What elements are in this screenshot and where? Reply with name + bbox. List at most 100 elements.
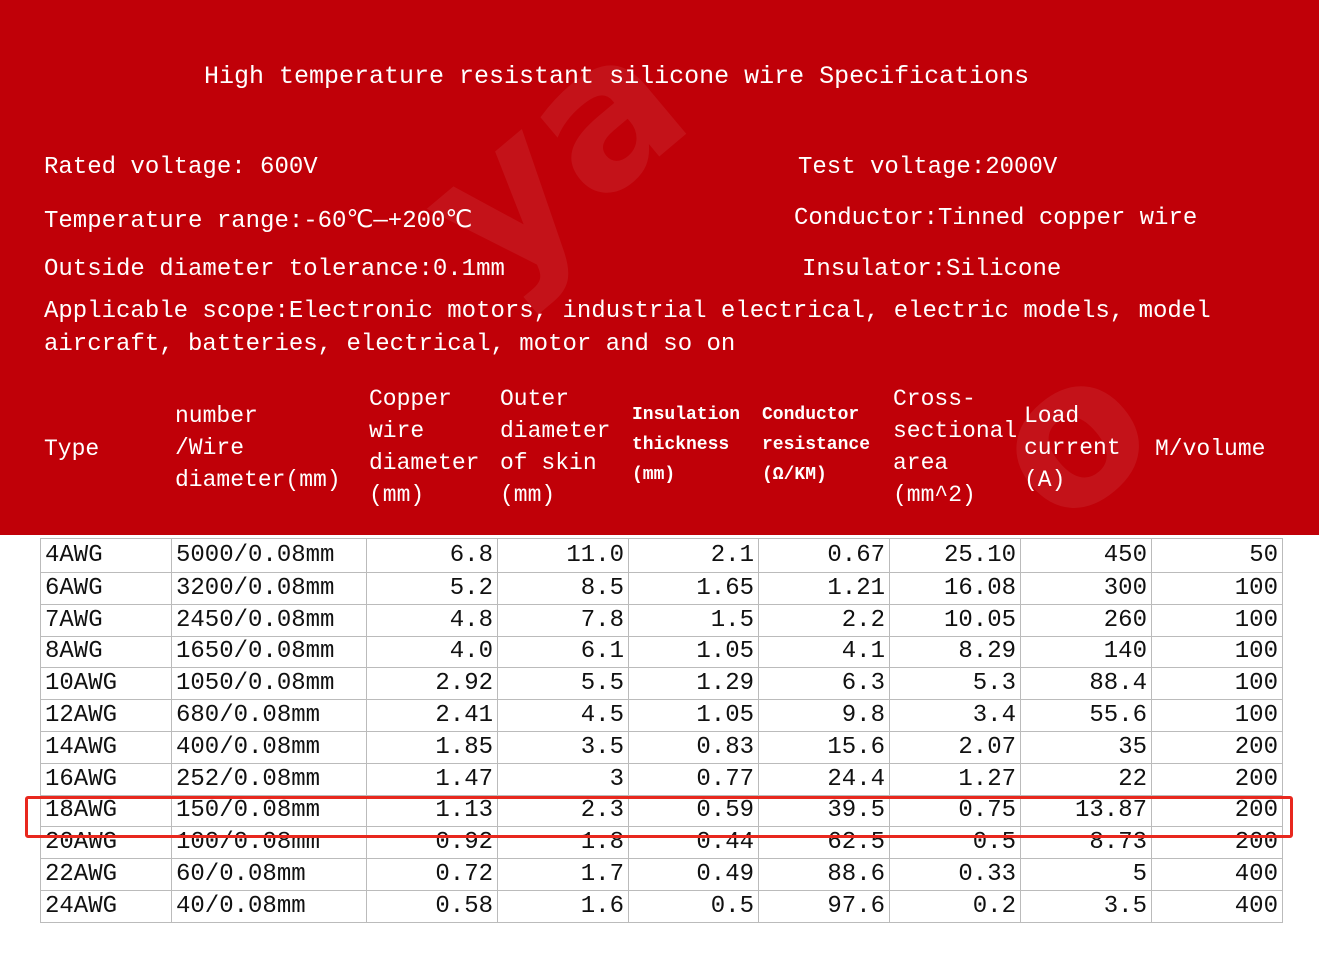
column-header: Copper wire diameter (mm) <box>369 383 479 511</box>
column-header-line: (Ω/KM) <box>762 465 827 485</box>
table-cell: 6AWG <box>40 572 172 605</box>
table-cell: 8.5 <box>497 572 629 605</box>
table-cell: 1.27 <box>889 762 1021 796</box>
table-cell: 25.10 <box>889 538 1021 573</box>
table-cell: 3.5 <box>1020 889 1152 923</box>
table-cell: 200 <box>1151 826 1283 860</box>
table-cell: 450 <box>1020 538 1152 573</box>
table-cell: 13.87 <box>1020 794 1152 828</box>
table-cell: 5000/0.08mm <box>171 538 367 573</box>
rated-voltage: Rated voltage: 600V <box>44 154 318 181</box>
column-header-line: Insulation <box>632 405 741 425</box>
column-header: M/volume <box>1155 433 1265 465</box>
table-cell: 0.72 <box>366 858 498 891</box>
table-cell: 2.1 <box>628 538 759 573</box>
table-cell: 5 <box>1020 858 1152 891</box>
table-cell: 22AWG <box>40 858 172 891</box>
table-row: 20AWG 100/0.08mm 0.92 1.8 0.44 62.5 0.5 8.73 200 <box>40 826 1283 860</box>
table-cell: 6.8 <box>366 538 498 573</box>
table-cell: 1.47 <box>366 762 498 796</box>
table-cell: 6.3 <box>758 667 890 701</box>
column-header: Insulation thickness (mm) <box>632 400 740 490</box>
spec-table: 4AWG 5000/0.08mm 6.8 11.0 2.1 0.67 25.10 450 50 6… <box>40 538 1283 923</box>
column-header-line: M/volume <box>1155 436 1266 462</box>
column-header-line: area <box>893 450 949 476</box>
column-header-line: Cross- <box>893 386 976 412</box>
column-header-line: diameter(mm) <box>175 467 341 493</box>
conductor: Conductor:Tinned copper wire <box>794 205 1198 232</box>
table-cell: 97.6 <box>758 889 890 923</box>
column-header-line: (mm^2) <box>893 482 976 508</box>
table-cell: 1.7 <box>497 858 629 891</box>
table-cell: 62.5 <box>758 826 890 860</box>
table-cell: 88.4 <box>1020 667 1152 701</box>
table-cell: 5.3 <box>889 667 1021 701</box>
table-cell: 2.92 <box>366 667 498 701</box>
table-cell: 11.0 <box>497 538 629 573</box>
table-cell: 35 <box>1020 730 1152 764</box>
column-header-line: resistance <box>762 435 871 455</box>
table-cell: 20AWG <box>40 826 172 860</box>
table-cell: 1.6 <box>497 889 629 923</box>
table-cell: 200 <box>1151 730 1283 764</box>
table-cell: 8.73 <box>1020 826 1152 860</box>
table-cell: 2.41 <box>366 699 498 732</box>
table-cell: 100 <box>1151 699 1283 732</box>
column-header: Type <box>44 433 99 465</box>
table-cell: 4.1 <box>758 635 890 669</box>
column-header-line: diameter <box>500 418 611 444</box>
table-cell: 0.75 <box>889 794 1021 828</box>
table-cell: 4.0 <box>366 635 498 669</box>
table-cell: 0.2 <box>889 889 1021 923</box>
table-cell: 0.33 <box>889 858 1021 891</box>
table-cell: 3.5 <box>497 730 629 764</box>
table-cell: 300 <box>1020 572 1152 605</box>
column-header-line: thickness <box>632 435 730 455</box>
table-cell: 4.5 <box>497 699 629 732</box>
table-cell: 1.05 <box>628 699 759 732</box>
temperature-range: Temperature range:-60℃—+200℃ <box>44 208 473 235</box>
column-header: Conductor resistance (Ω/KM) <box>762 400 870 490</box>
table-cell: 2450/0.08mm <box>171 603 367 637</box>
table-cell: 680/0.08mm <box>171 699 367 732</box>
scope-line-2: aircraft, batteries, electrical, motor a… <box>44 331 736 358</box>
table-cell: 39.5 <box>758 794 890 828</box>
table-cell: 50 <box>1151 538 1283 573</box>
table-cell: 100 <box>1151 572 1283 605</box>
table-cell: 0.77 <box>628 762 759 796</box>
column-header-line: wire <box>369 418 425 444</box>
table-cell: 100 <box>1151 667 1283 701</box>
table-cell: 140 <box>1020 635 1152 669</box>
table-row: 24AWG 40/0.08mm 0.58 1.6 0.5 97.6 0.2 3.5 400 <box>40 889 1283 923</box>
insulator: Insulator:Silicone <box>802 256 1062 283</box>
table-cell: 18AWG <box>40 794 172 828</box>
test-voltage: Test voltage:2000V <box>798 154 1058 181</box>
table-cell: 4.8 <box>366 603 498 637</box>
table-cell: 0.5 <box>889 826 1021 860</box>
table-cell: 1.05 <box>628 635 759 669</box>
table-cell: 0.58 <box>366 889 498 923</box>
table-cell: 7.8 <box>497 603 629 637</box>
column-header: Cross-sectional area (mm^2) <box>893 383 1017 511</box>
table-cell: 22 <box>1020 762 1152 796</box>
table-cell: 24.4 <box>758 762 890 796</box>
table-cell: 40/0.08mm <box>171 889 367 923</box>
table-row: 8AWG 1650/0.08mm 4.0 6.1 1.05 4.1 8.29 140 100 <box>40 635 1283 669</box>
column-header-line: Copper <box>369 386 452 412</box>
column-header-line: of skin <box>500 450 597 476</box>
table-cell: 150/0.08mm <box>171 794 367 828</box>
column-header: number/Wire diameter(mm) <box>175 400 341 496</box>
table-cell: 0.83 <box>628 730 759 764</box>
table-cell: 4AWG <box>40 538 172 573</box>
table-cell: 1050/0.08mm <box>171 667 367 701</box>
table-row: 16AWG 252/0.08mm 1.47 3 0.77 24.4 1.27 22 200 <box>40 762 1283 796</box>
table-cell: 1650/0.08mm <box>171 635 367 669</box>
table-cell: 0.49 <box>628 858 759 891</box>
page-title: High temperature resistant silicone wire… <box>204 62 1030 91</box>
column-header: Outer diameter of skin (mm) <box>500 383 610 511</box>
table-cell: 3200/0.08mm <box>171 572 367 605</box>
table-cell: 10AWG <box>40 667 172 701</box>
table-cell: 9.8 <box>758 699 890 732</box>
table-cell: 400/0.08mm <box>171 730 367 764</box>
table-cell: 0.5 <box>628 889 759 923</box>
